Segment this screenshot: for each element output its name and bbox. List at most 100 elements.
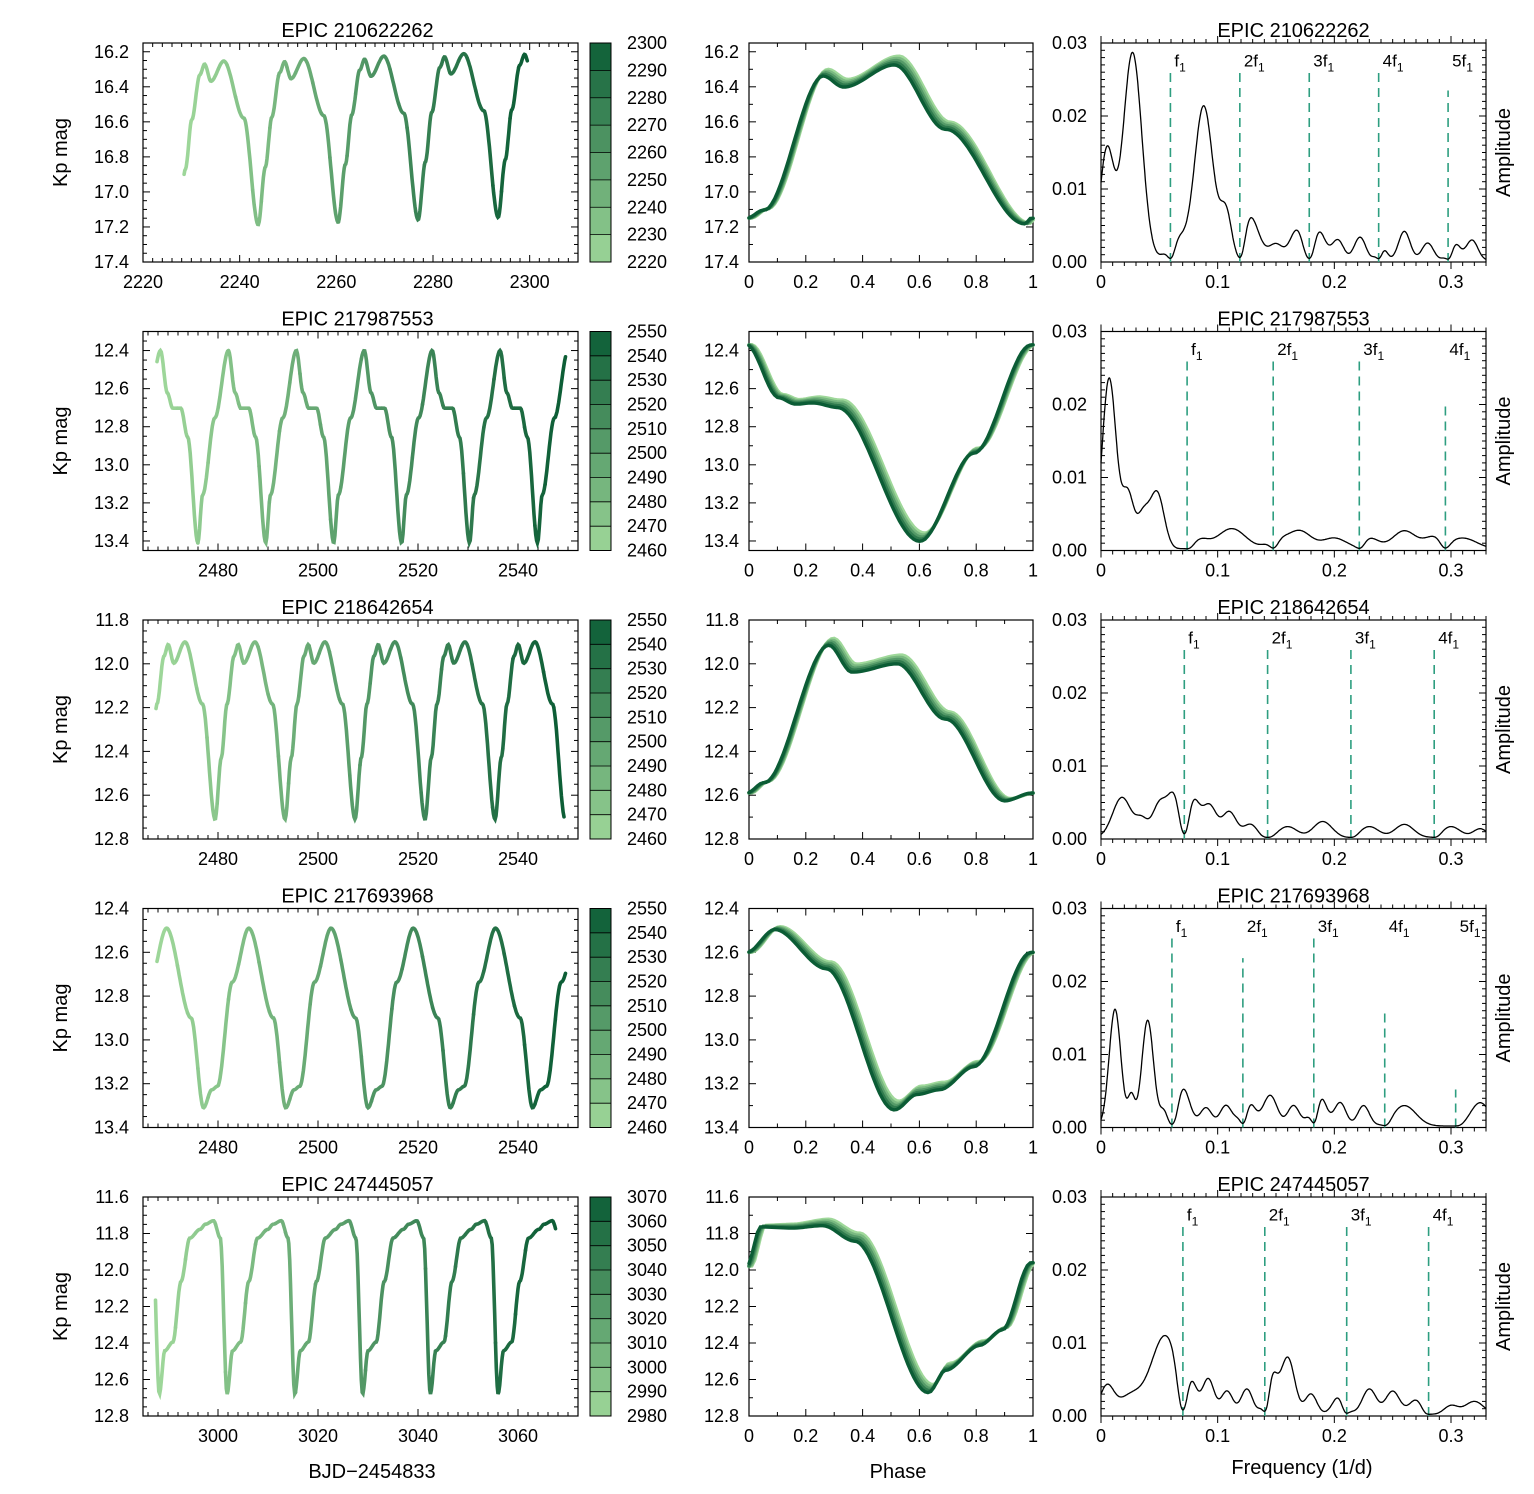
y-tick-label: 12.6 — [704, 942, 739, 962]
y-tick-label: 12.0 — [94, 654, 129, 674]
light-curve-segment — [499, 116, 512, 194]
y-axis-label-amp: Amplitude — [1493, 1262, 1515, 1351]
colorbar-tick-label: 3060 — [627, 1211, 667, 1231]
light-curve-segment — [492, 347, 506, 381]
light-curve-segment — [471, 969, 486, 1016]
panel-title: EPIC 217987553 — [1217, 309, 1369, 331]
light-curve-segment — [474, 88, 487, 113]
light-curve-segment — [339, 415, 353, 490]
colorbar-tick-label: 3050 — [627, 1236, 667, 1256]
light-curve-segment — [190, 70, 203, 120]
colorbar-cell — [590, 331, 611, 357]
y-tick-label: 12.6 — [94, 942, 129, 962]
y-tick-label: 13.2 — [704, 493, 739, 513]
harmonic-label-main: 3f — [1351, 1205, 1365, 1224]
x-tick-label: 2500 — [298, 1138, 338, 1158]
colorbar-cell — [590, 380, 611, 405]
harmonic-label-sub: 1 — [1181, 926, 1188, 940]
tick-group — [143, 331, 579, 551]
colorbar-cell — [590, 43, 611, 71]
y-tick-label: 12.4 — [94, 741, 129, 761]
y-tick-label: 0.01 — [1052, 1333, 1087, 1353]
light-curve-segment — [441, 403, 455, 411]
light-curve-segment — [175, 963, 190, 1015]
light-curve-segment — [256, 644, 270, 697]
tick-group — [1100, 901, 1487, 1135]
harmonic-label-sub: 1 — [1474, 926, 1481, 940]
light-curve-segment — [328, 155, 341, 224]
light-curve-segment — [379, 406, 394, 440]
colorbar-tick-label: 2270 — [627, 115, 667, 135]
light-curve-segment — [267, 429, 282, 505]
light-curve-segment — [277, 1060, 292, 1110]
light-curve-segment — [328, 485, 343, 545]
y-tick-label: 12.4 — [94, 1333, 129, 1353]
colorbar-cell — [590, 501, 611, 527]
x-tick-label: 0.8 — [964, 1138, 989, 1158]
light-curve-segment — [250, 188, 264, 227]
harmonic-label-main: 2f — [1247, 917, 1261, 936]
colorbar-tick-label: 2530 — [627, 370, 667, 390]
light-curve-segment — [213, 1222, 228, 1374]
light-curve-segment — [247, 406, 261, 469]
colorbar-cell — [590, 717, 611, 743]
colorbar-tick-label: 2490 — [627, 468, 667, 488]
y-tick-label: 13.2 — [94, 1074, 129, 1094]
colorbar-cell — [590, 1103, 611, 1128]
y-tick-label: 12.8 — [704, 417, 739, 437]
light-curve-segment — [410, 926, 425, 959]
light-curve-segment — [225, 63, 238, 99]
light-curve-segment — [363, 1340, 378, 1372]
light-curve-segment — [319, 111, 332, 160]
light-curve-segment — [283, 1230, 298, 1400]
y-axis-label-mag: Kp mag — [50, 1272, 72, 1341]
colorbar-cell — [590, 1005, 611, 1031]
colorbar-tick-label: 2520 — [627, 395, 667, 415]
harmonic-label: 4f1 — [1389, 917, 1410, 940]
x-tick-label: 0.2 — [1322, 1138, 1347, 1158]
light-curve-segment — [419, 755, 434, 821]
light-curve-segment — [285, 65, 298, 81]
harmonic-label-sub: 1 — [1332, 926, 1339, 940]
light-curve-frame — [142, 619, 579, 840]
light-curve-segment — [403, 1219, 418, 1230]
x-tick-label: 0.6 — [907, 849, 932, 869]
x-tick-label: 0.1 — [1205, 1426, 1230, 1446]
colorbar-tick-label: 2240 — [627, 197, 667, 217]
light-curve-series — [153, 1218, 558, 1401]
y-tick-label: 11.8 — [95, 1224, 129, 1244]
y-tick-label: 0.00 — [1052, 252, 1087, 272]
y-tick-label: 0.01 — [1052, 468, 1087, 488]
colorbar-tick-label: 2550 — [627, 322, 667, 342]
colorbar-tick-label: 2470 — [627, 805, 667, 825]
amplitude-spectrum-line — [1100, 1008, 1487, 1127]
light-curve-segment — [243, 1242, 258, 1305]
light-curve-segment — [216, 59, 229, 71]
light-curve-segment — [543, 415, 558, 487]
colorbar-tick-label: 2480 — [627, 780, 667, 800]
harmonic-label: 2f1 — [1247, 917, 1268, 940]
colorbar-cell — [590, 693, 611, 718]
y-tick-label: 12.6 — [704, 785, 739, 805]
x-tick-label: 0 — [744, 561, 754, 581]
harmonic-label: 4f1 — [1383, 51, 1404, 74]
y-tick-label: 0.00 — [1052, 829, 1087, 849]
y-tick-label: 13.0 — [94, 1030, 129, 1050]
x-tick-label: 0 — [1096, 272, 1106, 292]
x-tick-label: 0.2 — [793, 1426, 818, 1446]
light-curve-segment — [441, 1048, 455, 1110]
y-tick-label: 13.4 — [704, 1118, 739, 1138]
colorbar-tick-label: 2520 — [627, 683, 667, 703]
harmonic-label-main: 3f — [1313, 51, 1327, 70]
x-axis-label-time: BJD−2454833 — [308, 1461, 435, 1483]
light-curve-segment — [371, 56, 384, 77]
y-tick-label: 0.00 — [1052, 1406, 1087, 1426]
harmonic-label-main: 4f — [1449, 340, 1463, 359]
y-tick-label: 0.01 — [1052, 756, 1087, 776]
x-tick-label: 0.2 — [793, 849, 818, 869]
y-tick-label: 13.0 — [94, 455, 129, 475]
x-tick-label: 0.1 — [1205, 561, 1230, 581]
y-tick-label: 16.6 — [94, 112, 129, 132]
light-curve-segment — [253, 1228, 268, 1246]
x-tick-label: 0.8 — [964, 561, 989, 581]
